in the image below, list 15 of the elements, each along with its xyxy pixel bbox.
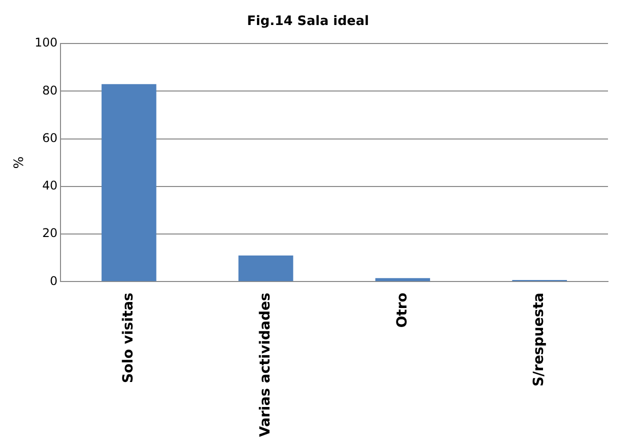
y-tick-label: 60 [42,130,58,145]
y-axis-title: % [12,156,28,169]
x-tick-label: Varias actividades [257,292,274,438]
y-tick-label: 100 [34,36,58,50]
x-tick-label: Otro [394,292,410,328]
chart-title: Fig.14 Sala ideal [247,14,369,30]
y-tick-label: 20 [42,226,58,240]
y-tick-label: 0 [50,274,58,288]
x-tick-label: Solo visitas [120,292,137,384]
y-tick-label: 80 [42,83,58,98]
y-tick-label: 40 [42,178,58,193]
x-tick-label: S/respuesta [531,292,548,387]
bar [238,255,294,282]
bar [102,84,156,282]
bar [375,278,430,282]
